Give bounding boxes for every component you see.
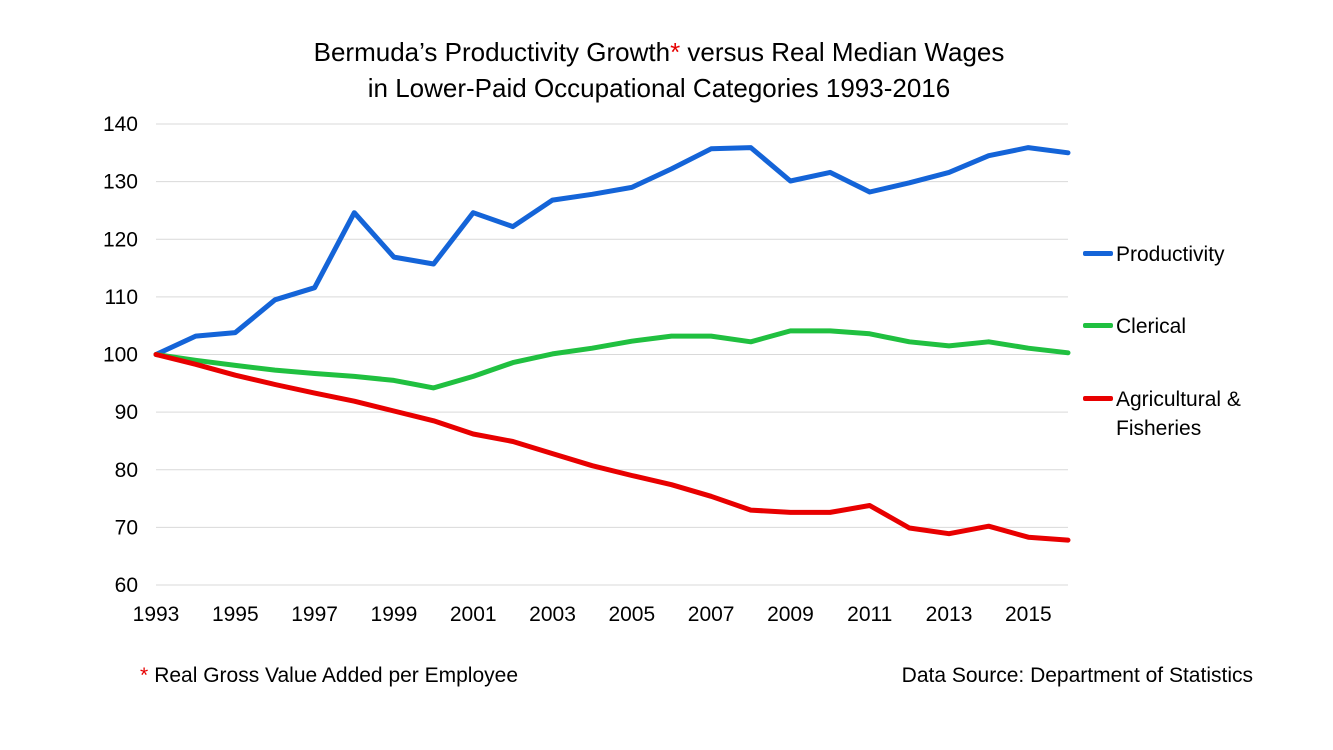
legend-swatch-agricultural: [1083, 396, 1113, 401]
x-tick-label: 2007: [688, 603, 735, 626]
series-line-clerical: [153, 328, 1071, 391]
chart-title-line2: in Lower-Paid Occupational Categories 19…: [367, 73, 951, 103]
x-tick-label: 2003: [529, 603, 576, 626]
y-tick-label: 130: [103, 171, 138, 194]
y-tick-label: 60: [115, 574, 138, 597]
title-asterisk: *: [670, 37, 681, 67]
y-tick-label: 90: [115, 401, 138, 424]
x-tick-label: 2011: [847, 603, 892, 626]
x-tick-label: 1999: [371, 603, 418, 626]
y-tick-label: 140: [103, 113, 138, 136]
footnote-asterisk: *: [140, 664, 149, 687]
legend-item-agricultural: Agricultural & Fisheries: [1083, 385, 1276, 443]
x-tick-label: 2013: [926, 603, 973, 626]
y-tick-label: 110: [105, 286, 138, 309]
footnote-text: Real Gross Value Added per Employee: [154, 664, 519, 687]
series-line-agricultural: [153, 352, 1071, 543]
x-tick-label: 2009: [767, 603, 814, 626]
x-tick-label: 1995: [212, 603, 259, 626]
chart-title-line1: Bermuda’s Productivity Growth* versus Re…: [0, 34, 1318, 70]
legend-item-productivity: Productivity: [1083, 240, 1276, 269]
y-tick-label: 80: [115, 459, 138, 482]
legend-swatch-productivity: [1083, 251, 1113, 256]
x-tick-label: 2001: [450, 603, 497, 626]
y-tick-label: 100: [103, 344, 138, 367]
x-tick-label: 1997: [291, 603, 338, 626]
legend-item-clerical: Clerical: [1083, 312, 1276, 341]
data-source: Data Source: Department of Statistics: [901, 664, 1253, 687]
series-line-productivity: [153, 145, 1071, 357]
legend-label-agricultural: Agricultural & Fisheries: [1116, 388, 1241, 440]
title-line1-prefix: Bermuda’s Productivity Growth: [313, 37, 671, 67]
legend-swatch-clerical: [1083, 323, 1113, 328]
x-tick-label: 1993: [133, 603, 180, 626]
legend-label-clerical: Clerical: [1116, 315, 1187, 338]
footnote: * Real Gross Value Added per Employee: [140, 664, 518, 688]
y-tick-label: 120: [103, 228, 138, 251]
chart-title: Bermuda’s Productivity Growth* versus Re…: [0, 34, 1318, 106]
x-tick-label: 2015: [1005, 603, 1052, 626]
x-tick-label: 2005: [608, 603, 655, 626]
legend-label-productivity: Productivity: [1116, 243, 1225, 266]
title-line1-suffix: versus Real Median Wages: [680, 37, 1005, 67]
y-tick-label: 70: [115, 516, 138, 539]
